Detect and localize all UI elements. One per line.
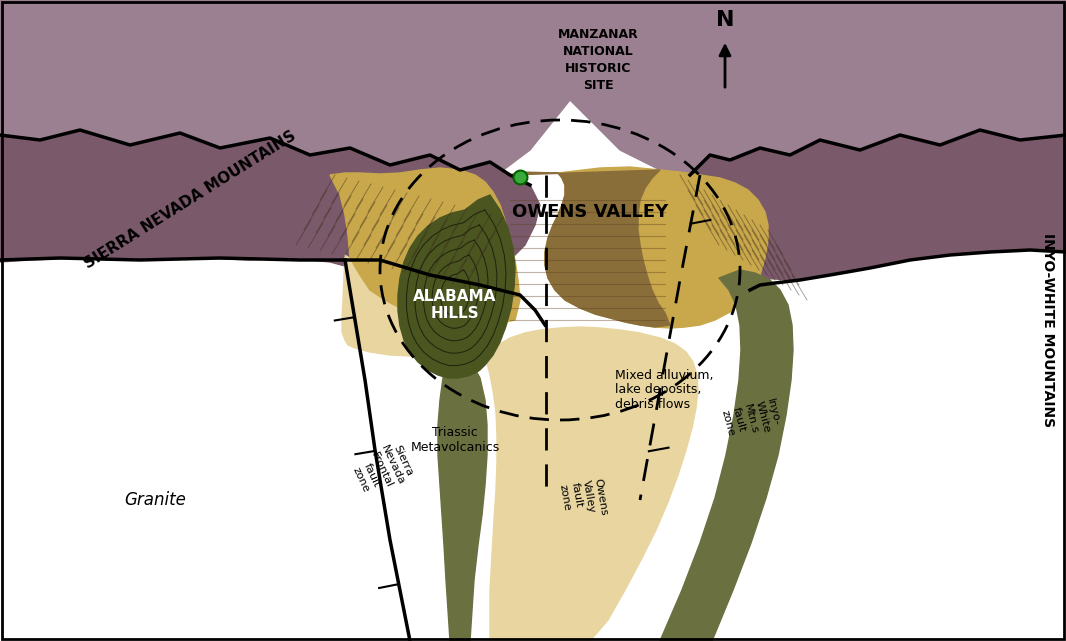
Text: MANZANAR
NATIONAL
HISTORIC
SITE: MANZANAR NATIONAL HISTORIC SITE xyxy=(558,28,639,92)
Polygon shape xyxy=(510,170,671,327)
Text: Inyo-
White
Mtn.s
fault
zone: Inyo- White Mtn.s fault zone xyxy=(720,397,782,443)
Polygon shape xyxy=(398,195,515,378)
Text: N: N xyxy=(715,10,734,30)
Polygon shape xyxy=(448,302,487,375)
Polygon shape xyxy=(660,270,793,641)
Text: Granite: Granite xyxy=(124,491,185,509)
Polygon shape xyxy=(438,360,487,641)
Polygon shape xyxy=(545,167,768,328)
Text: Mixed alluvium,
lake deposits,
debris flows: Mixed alluvium, lake deposits, debris fl… xyxy=(615,369,713,412)
Text: OWENS VALLEY: OWENS VALLEY xyxy=(512,203,668,221)
Polygon shape xyxy=(570,0,1066,250)
Polygon shape xyxy=(690,130,1066,280)
Text: Sierra
Nevada
Frontal
fault
zone: Sierra Nevada Frontal fault zone xyxy=(348,438,417,501)
Polygon shape xyxy=(342,255,505,356)
Text: INYO-WHITE MOUNTAINS: INYO-WHITE MOUNTAINS xyxy=(1041,233,1055,427)
Polygon shape xyxy=(0,0,570,260)
Text: Triassic
Metavolcanics: Triassic Metavolcanics xyxy=(410,426,500,454)
Polygon shape xyxy=(330,168,520,323)
Polygon shape xyxy=(487,327,698,641)
Point xyxy=(512,172,529,182)
Polygon shape xyxy=(0,130,540,285)
Text: ALABAMA
HILLS: ALABAMA HILLS xyxy=(414,289,497,321)
Text: SIERRA NEVADA MOUNTAINS: SIERRA NEVADA MOUNTAINS xyxy=(81,128,298,272)
Text: Owens
Valley
fault
zone: Owens Valley fault zone xyxy=(558,478,609,522)
